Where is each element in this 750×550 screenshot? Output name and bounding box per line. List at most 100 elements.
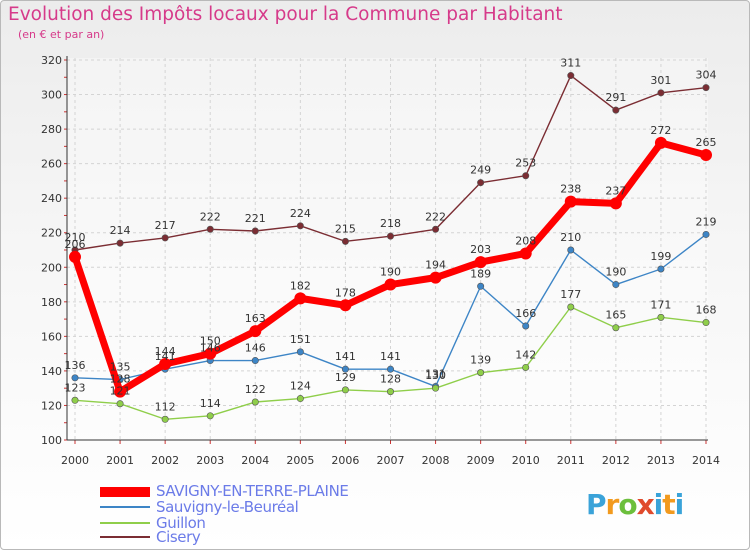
data-point-sauvigny-le-beureal	[296, 348, 304, 356]
data-label-savigny-en-terre-plaine: 163	[245, 312, 266, 325]
legend-swatch-guillon	[100, 522, 150, 524]
x-tick-label: 2010	[512, 454, 540, 467]
data-label-guillon: 165	[605, 309, 626, 322]
y-tick-label: 240	[41, 192, 62, 205]
x-tick-label: 2006	[331, 454, 359, 467]
proxiti-logo: Proxiti	[586, 488, 684, 521]
data-label-guillon: 139	[470, 354, 491, 367]
data-label-sauvigny-le-beureal: 136	[65, 359, 86, 372]
data-label-sauvigny-le-beureal: 141	[155, 350, 176, 363]
data-point-savigny-en-terre-plaine	[339, 299, 352, 312]
data-point-guillon	[251, 398, 259, 406]
data-point-guillon	[522, 363, 530, 371]
data-point-sauvigny-le-beureal	[386, 365, 394, 373]
x-tick-label: 2005	[286, 454, 314, 467]
y-tick-label: 100	[41, 434, 62, 447]
data-label-cisery: 311	[560, 57, 581, 70]
x-tick-label: 2002	[151, 454, 179, 467]
data-label-guillon: 142	[515, 348, 536, 361]
data-label-guillon: 128	[380, 373, 401, 386]
data-label-sauvigny-le-beureal: 151	[290, 333, 311, 346]
y-tick-label: 260	[41, 158, 62, 171]
data-label-savigny-en-terre-plaine: 272	[650, 124, 671, 137]
data-point-sauvigny-le-beureal	[567, 246, 575, 254]
data-label-guillon: 122	[245, 383, 266, 396]
data-point-guillon	[432, 384, 440, 392]
data-point-cisery	[161, 234, 169, 242]
data-label-sauvigny-le-beureal: 199	[650, 250, 671, 263]
data-point-sauvigny-le-beureal	[702, 230, 710, 238]
y-tick-label: 120	[41, 399, 62, 412]
y-tick-label: 320	[41, 54, 62, 67]
data-point-cisery	[386, 232, 394, 240]
data-point-savigny-en-terre-plaine	[609, 197, 622, 210]
data-point-savigny-en-terre-plaine	[384, 278, 397, 291]
data-label-cisery: 301	[650, 74, 671, 87]
data-label-guillon: 123	[65, 381, 86, 394]
data-label-cisery: 249	[470, 164, 491, 177]
data-point-guillon	[71, 396, 79, 404]
data-label-guillon: 130	[425, 369, 446, 382]
data-label-cisery: 218	[380, 217, 401, 230]
data-label-guillon: 168	[696, 304, 717, 317]
data-label-cisery: 224	[290, 207, 311, 220]
data-point-savigny-en-terre-plaine	[249, 325, 262, 338]
data-point-guillon	[386, 388, 394, 396]
data-label-savigny-en-terre-plaine: 208	[515, 234, 536, 247]
chart-title: Evolution des Impôts locaux pour la Comm…	[8, 4, 563, 25]
data-label-cisery: 221	[245, 212, 266, 225]
data-label-savigny-en-terre-plaine: 150	[200, 335, 221, 348]
y-tick-label: 280	[41, 123, 62, 136]
data-point-guillon	[657, 313, 665, 321]
x-tick-label: 2001	[106, 454, 134, 467]
data-label-cisery: 214	[110, 224, 131, 237]
y-tick-label: 140	[41, 365, 62, 378]
data-label-sauvigny-le-beureal: 166	[515, 307, 536, 320]
data-point-guillon	[161, 415, 169, 423]
data-point-cisery	[432, 225, 440, 233]
plot-area	[67, 58, 708, 440]
data-label-sauvigny-le-beureal: 210	[560, 231, 581, 244]
data-point-cisery	[612, 106, 620, 114]
x-tick-label: 2012	[602, 454, 630, 467]
data-point-cisery	[116, 239, 124, 247]
data-label-sauvigny-le-beureal: 219	[696, 215, 717, 228]
data-label-savigny-en-terre-plaine: 194	[425, 259, 446, 272]
legend-label-guillon: Guillon	[156, 514, 206, 532]
data-label-savigny-en-terre-plaine: 265	[696, 136, 717, 149]
data-point-savigny-en-terre-plaine	[294, 292, 307, 305]
y-tick-label: 220	[41, 227, 62, 240]
data-label-cisery: 210	[65, 231, 86, 244]
data-point-sauvigny-le-beureal	[71, 374, 79, 382]
data-point-cisery	[206, 225, 214, 233]
data-label-savigny-en-terre-plaine: 128	[110, 373, 131, 386]
data-point-guillon	[567, 303, 575, 311]
data-point-guillon	[702, 319, 710, 327]
y-tick-label: 200	[41, 261, 62, 274]
data-point-guillon	[116, 400, 124, 408]
data-label-cisery: 215	[335, 222, 356, 235]
data-point-sauvigny-le-beureal	[612, 281, 620, 289]
data-label-guillon: 171	[650, 298, 671, 311]
legend-label-cisery: Cisery	[156, 528, 201, 546]
data-label-sauvigny-le-beureal: 190	[605, 266, 626, 279]
data-label-savigny-en-terre-plaine: 238	[560, 183, 581, 196]
data-label-sauvigny-le-beureal: 146	[245, 342, 266, 355]
data-label-guillon: 129	[335, 371, 356, 384]
data-point-sauvigny-le-beureal	[657, 265, 665, 273]
data-label-sauvigny-le-beureal: 141	[380, 350, 401, 363]
x-tick-label: 2008	[422, 454, 450, 467]
data-label-savigny-en-terre-plaine: 144	[155, 345, 176, 358]
data-point-savigny-en-terre-plaine	[654, 136, 667, 149]
data-point-savigny-en-terre-plaine	[114, 385, 127, 398]
data-point-cisery	[251, 227, 259, 235]
y-tick-label: 160	[41, 330, 62, 343]
data-point-sauvigny-le-beureal	[251, 357, 259, 365]
data-label-cisery: 222	[425, 210, 446, 223]
x-tick-label: 2000	[61, 454, 89, 467]
data-point-cisery	[296, 222, 304, 230]
data-point-guillon	[477, 369, 485, 377]
x-tick-label: 2007	[377, 454, 405, 467]
